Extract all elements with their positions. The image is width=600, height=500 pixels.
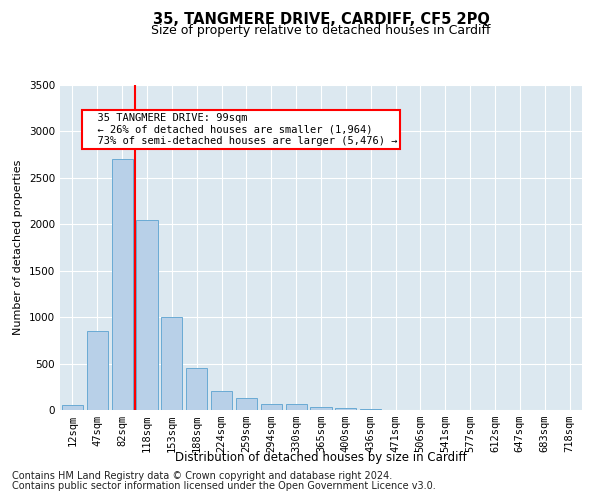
Bar: [186, 368, 207, 410]
Bar: [211, 392, 232, 410]
Bar: [112, 160, 133, 410]
Bar: [261, 404, 282, 410]
Bar: [360, 408, 381, 410]
Bar: [335, 408, 356, 410]
Bar: [286, 404, 307, 410]
Bar: [136, 220, 158, 410]
Bar: [62, 406, 83, 410]
Text: Contains HM Land Registry data © Crown copyright and database right 2024.: Contains HM Land Registry data © Crown c…: [12, 471, 392, 481]
Bar: [236, 398, 257, 410]
Bar: [310, 407, 332, 410]
Bar: [161, 317, 182, 410]
Text: Contains public sector information licensed under the Open Government Licence v3: Contains public sector information licen…: [12, 481, 436, 491]
Bar: [87, 331, 108, 410]
Text: Distribution of detached houses by size in Cardiff: Distribution of detached houses by size …: [175, 451, 467, 464]
Y-axis label: Number of detached properties: Number of detached properties: [13, 160, 23, 335]
Text: 35 TANGMERE DRIVE: 99sqm
  ← 26% of detached houses are smaller (1,964)
  73% of: 35 TANGMERE DRIVE: 99sqm ← 26% of detach…: [85, 113, 397, 146]
Text: Size of property relative to detached houses in Cardiff: Size of property relative to detached ho…: [151, 24, 491, 37]
Text: 35, TANGMERE DRIVE, CARDIFF, CF5 2PQ: 35, TANGMERE DRIVE, CARDIFF, CF5 2PQ: [152, 12, 490, 28]
